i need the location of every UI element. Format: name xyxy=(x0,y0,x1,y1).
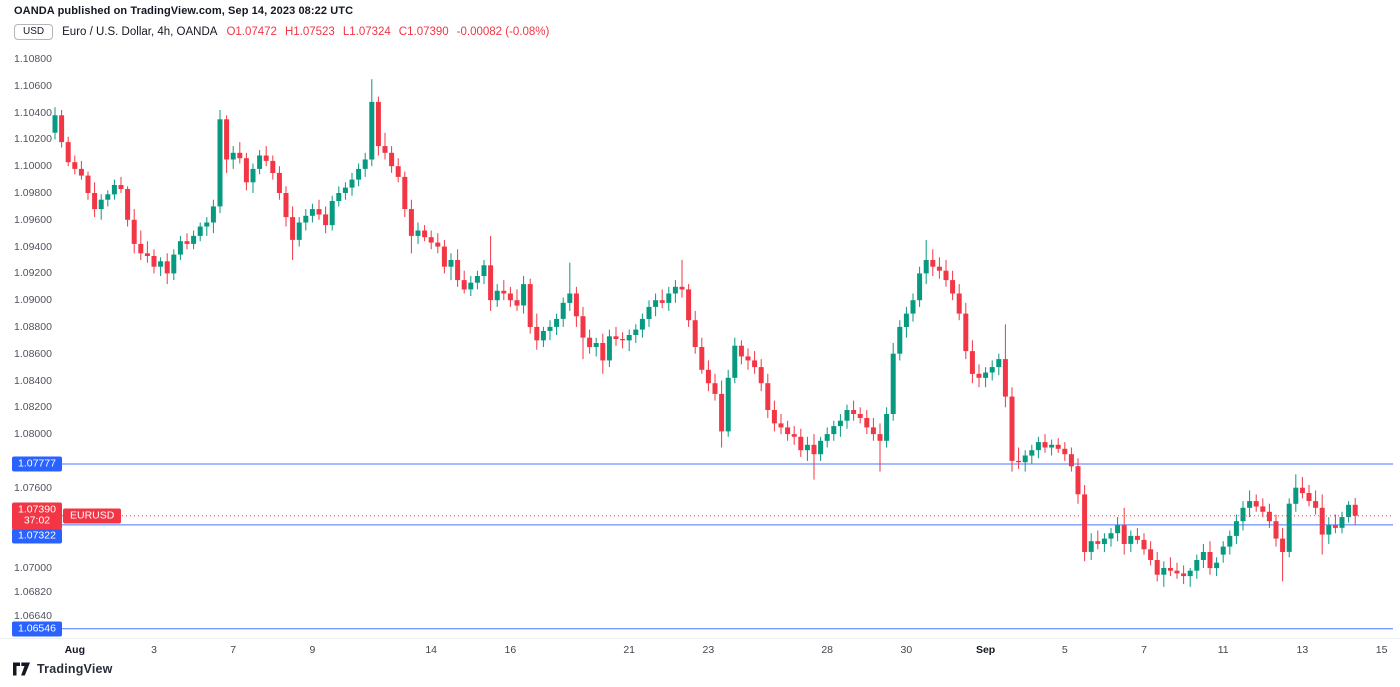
tradingview-branding[interactable]: TradingView xyxy=(13,662,113,676)
symbol-title[interactable]: Euro / U.S. Dollar, 4h, OANDA xyxy=(62,26,218,38)
price-tick-label: 1.08400 xyxy=(14,374,52,387)
price-tick-label: 1.06640 xyxy=(14,610,52,623)
time-tick-label: 11 xyxy=(1217,644,1229,656)
tradingview-logo-icon xyxy=(13,662,30,676)
price-tick-label: 1.09400 xyxy=(14,240,52,253)
price-tick-label: 1.10000 xyxy=(14,160,52,173)
time-tick-label: 14 xyxy=(425,644,438,656)
low-value: L1.07324 xyxy=(342,26,391,38)
price-tick-label: 1.08000 xyxy=(14,428,52,441)
time-tick-label: 23 xyxy=(702,644,715,656)
price-tick-label: 1.09800 xyxy=(14,187,52,199)
time-tick-label: 16 xyxy=(504,644,517,656)
time-tick-label: 3 xyxy=(151,644,157,656)
time-tick-label: 30 xyxy=(900,644,913,656)
change-value: -0.00082 (-0.08%) xyxy=(456,26,550,38)
price-tick-label: 1.10400 xyxy=(14,106,52,119)
time-tick-label: Aug xyxy=(64,644,86,656)
close-value: C1.07390 xyxy=(398,26,449,38)
price-tick-label: 1.07000 xyxy=(14,562,52,575)
price-line-badge: 1.07777 xyxy=(12,456,62,472)
price-tick-label: 1.07600 xyxy=(14,481,52,494)
price-tick-label: 1.08200 xyxy=(14,401,52,414)
price-tick-label: 1.08600 xyxy=(14,347,52,360)
ohlc-values: O1.07472 H1.07523 L1.07324 C1.07390 -0.0… xyxy=(226,26,549,38)
chart-legend: USD Euro / U.S. Dollar, 4h, OANDA O1.074… xyxy=(14,24,549,40)
tradingview-logo-text: TradingView xyxy=(37,662,113,676)
price-tick-label: 1.10600 xyxy=(14,79,52,92)
time-tick-label: 7 xyxy=(1141,644,1147,656)
time-tick-label: 5 xyxy=(1061,644,1068,656)
price-tick-label: 1.09000 xyxy=(14,294,52,307)
price-tick-label: 1.09600 xyxy=(14,213,52,226)
current-price-label: 1.07390 xyxy=(18,503,56,516)
price-tick-label: 1.10800 xyxy=(14,53,52,66)
currency-selector-button[interactable]: USD xyxy=(14,24,54,40)
time-tick-label: 7 xyxy=(230,644,237,656)
price-tick-label: 1.08800 xyxy=(14,320,52,333)
time-tick-label: 21 xyxy=(623,644,636,656)
open-value: O1.07472 xyxy=(226,26,277,38)
time-tick-label: 15 xyxy=(1375,644,1388,656)
current-price-badge: 1.07390 37:02 xyxy=(12,502,62,530)
attribution-text: OANDA published on TradingView.com, Sep … xyxy=(14,5,354,17)
time-tick-label: Sep xyxy=(975,644,996,656)
time-tick-label: 28 xyxy=(821,644,834,656)
price-line-badge: 1.06546 xyxy=(12,621,62,637)
price-line-badge: 1.07322 xyxy=(12,528,62,544)
price-tick-label: 1.06820 xyxy=(14,586,52,599)
time-tick-label: 13 xyxy=(1296,644,1309,656)
time-tick-label: 9 xyxy=(309,644,316,656)
price-tick-label: 1.10200 xyxy=(14,133,52,146)
symbol-price-tag: EURUSD xyxy=(63,508,122,524)
price-tick-label: 1.09200 xyxy=(14,267,52,280)
candle-countdown: 37:02 xyxy=(23,514,51,527)
high-value: H1.07523 xyxy=(284,26,335,38)
time-axis-separator xyxy=(0,638,1400,639)
